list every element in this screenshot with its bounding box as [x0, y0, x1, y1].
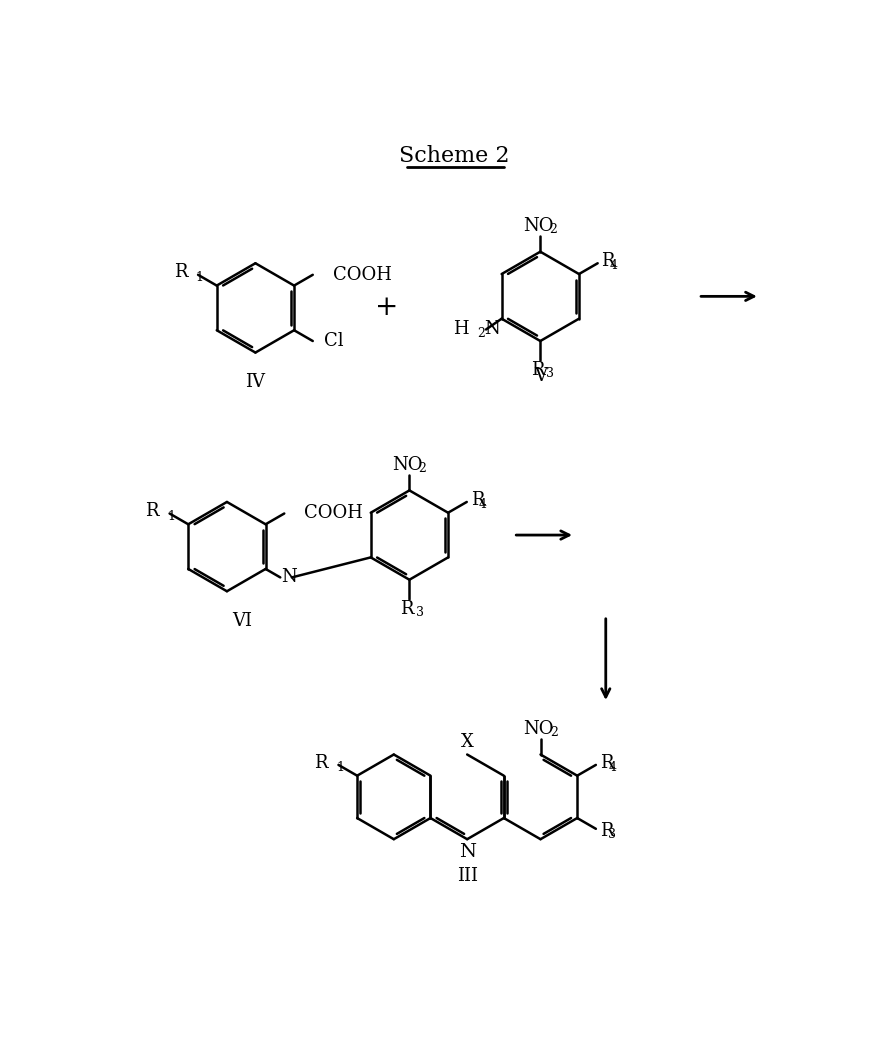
- Text: 1: 1: [336, 762, 344, 774]
- Text: IV: IV: [245, 372, 266, 390]
- Text: H: H: [454, 321, 469, 339]
- Text: NO: NO: [523, 217, 553, 235]
- Text: COOH: COOH: [304, 505, 363, 523]
- Text: COOH: COOH: [333, 266, 392, 284]
- Text: R: R: [600, 822, 613, 840]
- Text: NO: NO: [392, 456, 423, 474]
- Text: R: R: [315, 753, 328, 771]
- Text: 2: 2: [549, 726, 557, 738]
- Text: 2: 2: [477, 327, 485, 340]
- Text: R: R: [174, 263, 187, 281]
- Text: 2: 2: [419, 461, 426, 475]
- Text: R: R: [600, 753, 613, 771]
- Text: R: R: [470, 491, 484, 509]
- Text: NO: NO: [523, 720, 554, 738]
- Text: X: X: [461, 733, 474, 751]
- Text: N: N: [282, 568, 298, 586]
- Text: III: III: [456, 868, 478, 886]
- Text: 4: 4: [610, 259, 618, 272]
- Text: +: +: [375, 294, 398, 322]
- Text: 1: 1: [196, 272, 204, 285]
- Text: 4: 4: [479, 497, 487, 511]
- Text: R: R: [400, 600, 414, 618]
- Text: VI: VI: [232, 612, 253, 630]
- Text: N: N: [459, 842, 476, 860]
- Text: 4: 4: [608, 761, 616, 773]
- Text: 3: 3: [547, 367, 555, 380]
- Text: R: R: [532, 361, 545, 379]
- Text: 2: 2: [549, 223, 557, 236]
- Text: R: R: [145, 503, 159, 521]
- Text: Scheme 2: Scheme 2: [399, 145, 509, 167]
- Text: R: R: [602, 252, 615, 270]
- Text: 3: 3: [608, 828, 616, 841]
- Text: 1: 1: [167, 510, 175, 523]
- Text: Cl: Cl: [323, 332, 343, 350]
- Text: V: V: [533, 367, 547, 385]
- Text: 3: 3: [416, 605, 424, 619]
- Text: N: N: [485, 321, 501, 339]
